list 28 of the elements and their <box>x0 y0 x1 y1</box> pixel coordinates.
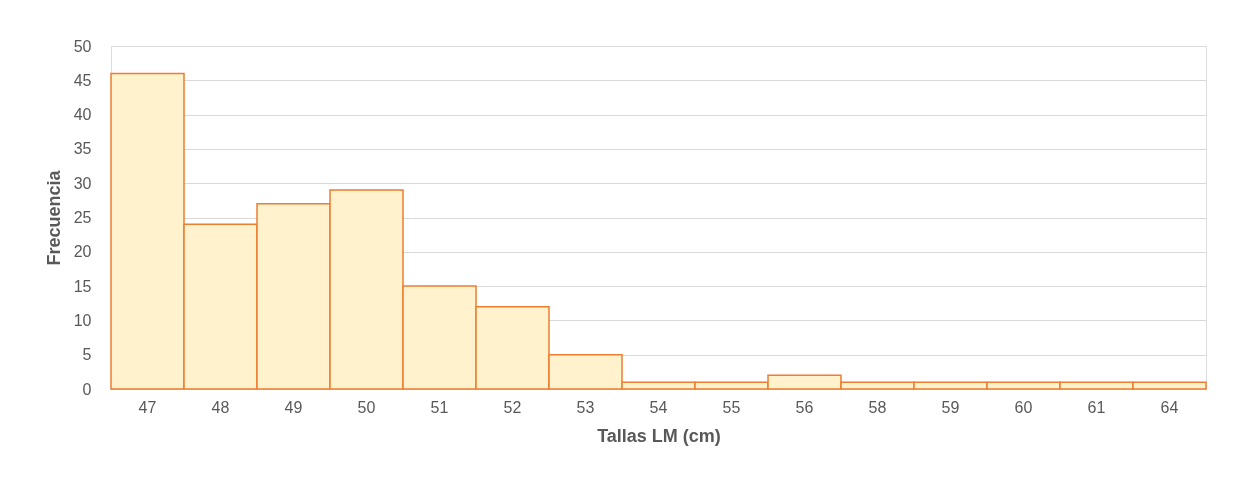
x-tick-label: 54 <box>649 398 668 416</box>
y-tick-label: 50 <box>73 37 92 55</box>
x-tick-label: 51 <box>430 398 449 416</box>
x-tick-label: 55 <box>722 398 741 416</box>
y-axis-title: Frecuencia <box>43 169 64 266</box>
x-tick-label: 60 <box>1014 398 1033 416</box>
y-tick-label: 25 <box>73 209 92 226</box>
x-tick-label: 53 <box>576 398 595 416</box>
x-tick-label: 52 <box>503 398 522 416</box>
y-tick-label: 35 <box>73 140 92 158</box>
y-tick-label: 45 <box>73 71 92 89</box>
x-tick-label: 50 <box>357 398 376 416</box>
y-tick-label: 30 <box>73 174 92 192</box>
x-tick-label: 58 <box>868 398 887 416</box>
y-tick-label: 5 <box>82 346 92 364</box>
x-tick-label: 56 <box>795 398 814 416</box>
y-tick-label: 0 <box>82 380 92 398</box>
y-tick-label: 40 <box>73 106 92 124</box>
y-tick-label: 15 <box>73 277 92 295</box>
x-tick-label: 47 <box>138 398 157 416</box>
x-tick-label: 48 <box>211 398 230 416</box>
x-axis-title: Tallas LM (cm) <box>597 425 721 446</box>
x-tick-label: 61 <box>1087 398 1106 416</box>
y-tick-label: 10 <box>73 311 92 329</box>
x-tick-label: 64 <box>1160 398 1179 416</box>
x-tick-label: 49 <box>284 398 303 416</box>
y-tick-label: 20 <box>73 243 92 261</box>
x-tick-label: 59 <box>941 398 960 416</box>
